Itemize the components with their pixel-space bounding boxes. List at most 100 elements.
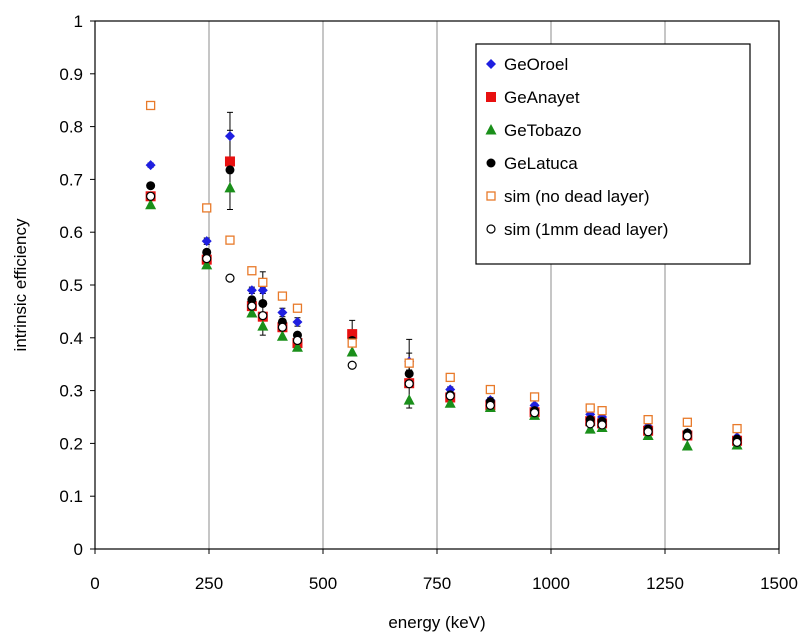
data-point <box>445 391 455 401</box>
x-tick-label: 1250 <box>646 574 684 593</box>
data-point <box>681 440 693 451</box>
data-point <box>643 414 653 425</box>
legend: GeOroel GeAnayet GeTobazo GeLatuca sim (no d… <box>475 43 751 265</box>
legend-marker <box>486 158 496 168</box>
data-point <box>347 338 357 348</box>
data-point <box>404 369 414 379</box>
data-point <box>292 316 303 327</box>
data-point <box>246 285 257 296</box>
data-point <box>445 372 455 383</box>
data-point <box>347 329 358 340</box>
data-point <box>202 254 212 264</box>
data-point <box>247 295 257 305</box>
x-tick-label: 250 <box>195 574 223 593</box>
data-point <box>732 423 742 434</box>
data-point <box>585 419 595 429</box>
data-point <box>225 165 235 175</box>
x-tick-label: 0 <box>90 574 99 593</box>
x-tick-label: 1000 <box>532 574 570 593</box>
y-tick-label: 0.8 <box>59 118 83 137</box>
data-point <box>247 301 257 311</box>
legend-label: GeLatuca <box>504 154 578 173</box>
y-tick-label: 0.3 <box>59 382 83 401</box>
legend-item: sim (no dead layer) <box>486 187 650 206</box>
data-point <box>277 307 288 318</box>
y-tick-label: 0.5 <box>59 276 83 295</box>
data-point <box>485 384 496 395</box>
data-point <box>597 406 607 416</box>
legend-label: sim (no dead layer) <box>504 187 650 206</box>
x-tick-label: 750 <box>423 574 451 593</box>
data-point <box>403 394 415 405</box>
data-point <box>404 358 414 368</box>
y-tick-label: 0.9 <box>59 65 83 84</box>
data-point <box>202 203 212 213</box>
data-point <box>225 273 235 283</box>
data-point <box>258 298 268 308</box>
legend-marker <box>486 92 496 102</box>
data-point <box>277 322 288 332</box>
data-point <box>597 420 607 430</box>
legend-label: GeOroel <box>504 55 568 74</box>
legend-item: GeAnayet <box>486 88 580 107</box>
data-point <box>258 277 268 288</box>
data-point <box>276 330 288 341</box>
legend-box <box>475 43 751 265</box>
data-point <box>292 335 303 346</box>
data-point <box>246 306 258 318</box>
data-point <box>682 431 692 441</box>
data-point <box>202 247 212 257</box>
y-tick-label: 0 <box>74 540 83 559</box>
data-point <box>258 311 268 321</box>
y-tick-label: 0.7 <box>59 170 83 189</box>
legend-label: GeTobazo <box>504 121 582 140</box>
legend-marker <box>486 224 496 234</box>
y-tick-label: 0.2 <box>59 434 83 453</box>
data-point <box>145 100 156 111</box>
legend-label: GeAnayet <box>504 88 580 107</box>
legend-item: sim (1mm dead layer) <box>486 220 668 239</box>
data-point <box>145 160 156 171</box>
x-tick-label: 500 <box>309 574 337 593</box>
data-point <box>257 285 268 296</box>
data-point <box>529 408 540 418</box>
data-point <box>146 191 156 201</box>
y-tick-label: 1 <box>74 12 83 31</box>
y-tick-label: 0.1 <box>59 487 83 506</box>
data-point <box>146 181 156 191</box>
legend-marker <box>486 191 496 201</box>
data-point <box>201 258 213 270</box>
data-point <box>257 320 269 331</box>
data-point <box>485 400 495 410</box>
data-points <box>145 100 743 451</box>
legend-marker <box>486 59 496 69</box>
legend-item: GeLatuca <box>486 154 578 173</box>
legend-item: GeOroel <box>486 55 568 74</box>
data-point <box>292 303 303 313</box>
data-point <box>682 417 692 427</box>
data-point <box>346 346 358 357</box>
data-point <box>201 236 212 247</box>
data-point <box>404 379 414 389</box>
data-point <box>224 156 235 167</box>
y-tick-label: 0.6 <box>59 223 83 242</box>
data-point <box>291 341 303 352</box>
data-point <box>224 131 235 142</box>
data-point <box>224 181 236 193</box>
x-tick-label: 1500 <box>760 574 798 593</box>
series-5 <box>146 191 742 447</box>
data-point <box>732 437 742 447</box>
data-point <box>277 291 288 301</box>
data-point <box>585 403 595 413</box>
axis-ticks: 0 250 500 750 1000 1250 1500 0 0.1 0.2 0.3 0.4 0.5 0.… <box>59 12 798 593</box>
data-point <box>444 397 456 408</box>
x-axis-label: energy (keV) <box>388 613 485 632</box>
legend-label: sim (1mm dead layer) <box>504 220 668 239</box>
data-point <box>643 427 653 437</box>
data-point <box>529 392 540 402</box>
data-point <box>247 266 257 276</box>
legend-item: GeTobazo <box>485 121 582 140</box>
data-point <box>347 360 357 370</box>
data-point <box>225 235 235 245</box>
